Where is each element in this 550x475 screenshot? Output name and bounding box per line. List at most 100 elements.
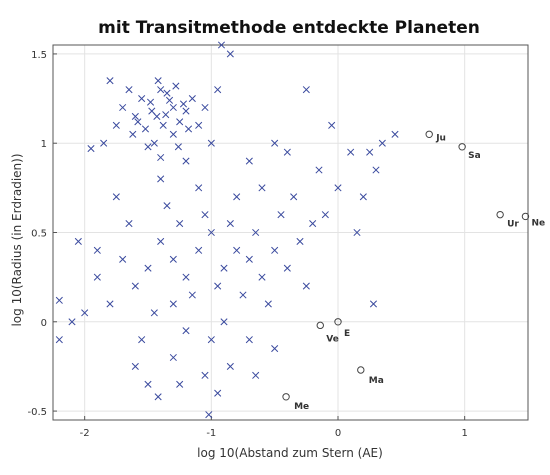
data-point-x-marker — [112, 193, 120, 201]
data-point-x-marker — [169, 255, 177, 263]
x-tick-label: -1 — [206, 428, 216, 439]
data-point-x-marker — [366, 148, 374, 156]
data-point-x-marker — [163, 89, 171, 97]
data-point-x-marker — [226, 220, 234, 228]
data-point-x-marker — [169, 353, 177, 362]
data-point-x-marker — [217, 41, 226, 49]
data-point-x-marker — [214, 86, 222, 94]
data-point-x-marker — [93, 273, 101, 281]
y-tick-label: 0.5 — [31, 229, 47, 240]
data-point-x-marker — [315, 166, 323, 174]
data-point-x-marker — [176, 220, 184, 228]
data-point-x-marker — [220, 264, 228, 272]
data-point-x-marker — [296, 237, 304, 245]
data-point-x-marker — [353, 228, 361, 237]
data-point-x-marker — [245, 157, 253, 165]
data-point-x-marker — [131, 282, 139, 290]
data-point-x-marker — [182, 327, 190, 335]
data-point-x-marker — [81, 309, 89, 317]
data-point-x-marker — [207, 336, 215, 344]
data-point-x-marker — [119, 255, 127, 263]
planet-marker — [334, 318, 342, 326]
y-axis-label: log 10(Radius (in Erdradien)) — [10, 153, 24, 326]
data-point-x-marker — [106, 77, 114, 85]
data-point-x-marker — [169, 130, 177, 138]
data-point-x-marker — [150, 309, 158, 317]
data-point-x-marker — [245, 336, 253, 344]
data-point-x-marker — [271, 345, 279, 353]
data-point-x-marker — [283, 148, 291, 156]
plot-area: -2 -1 0 1 -0.5 0 0.5 1 1.5 Me Ve E Ma Ju Sa Ur Ne — [27, 41, 545, 439]
data-point-x-marker — [148, 107, 156, 115]
data-point-x-marker — [220, 318, 228, 326]
data-point-x-marker — [172, 82, 180, 90]
planet-marker — [521, 212, 530, 221]
data-point-x-marker — [176, 118, 184, 126]
data-point-x-marker — [188, 291, 196, 299]
data-point-x-marker — [309, 220, 317, 228]
data-point-x-marker — [182, 273, 190, 281]
data-point-x-marker — [129, 130, 137, 138]
data-point-x-marker — [119, 103, 127, 112]
data-point-x-marker — [165, 96, 174, 104]
data-point-x-marker — [55, 336, 63, 344]
x-axis-label: log 10(Abstand zum Stern (AE) — [197, 446, 383, 460]
planet-label: Ur — [507, 220, 519, 230]
planet-label: Ne — [531, 218, 545, 228]
data-point-x-marker — [174, 143, 182, 151]
x-tick-label: 1 — [461, 428, 467, 439]
planet-marker — [458, 143, 466, 151]
data-point-x-marker — [157, 237, 165, 245]
data-point-x-marker — [188, 95, 196, 103]
y-tick-label: 0 — [41, 318, 47, 329]
data-point-x-marker — [283, 264, 291, 272]
data-point-x-marker — [146, 98, 155, 106]
data-point-x-marker — [157, 86, 165, 94]
data-point-x-marker — [369, 300, 378, 308]
data-point-x-marker — [182, 157, 190, 165]
data-point-x-marker — [157, 175, 165, 183]
data-point-x-marker — [302, 282, 310, 290]
data-point-x-marker — [271, 139, 279, 147]
data-point-x-marker — [226, 50, 234, 58]
data-point-x-marker — [93, 246, 101, 254]
data-point-x-marker — [226, 362, 234, 370]
data-point-x-marker — [144, 264, 152, 272]
data-point-x-marker — [55, 296, 63, 304]
data-point-x-marker — [328, 121, 336, 129]
data-point-x-marker — [141, 125, 150, 133]
data-point-x-marker — [264, 300, 272, 308]
data-point-x-marker — [87, 145, 95, 153]
data-point-x-marker — [195, 246, 203, 254]
data-point-x-marker — [138, 95, 146, 103]
data-point-x-marker — [131, 112, 139, 120]
data-point-x-marker — [214, 282, 222, 290]
data-point-x-marker — [106, 300, 114, 308]
data-point-x-marker — [302, 86, 310, 94]
data-point-x-marker — [144, 380, 152, 388]
planet-label: Ve — [326, 334, 339, 344]
data-point-x-marker — [214, 389, 222, 397]
data-point-x-marker — [163, 202, 171, 210]
data-point-x-marker — [157, 153, 165, 162]
planet-label: Me — [294, 402, 309, 412]
planet-marker — [282, 393, 290, 401]
data-point-x-marker — [372, 166, 380, 174]
data-point-x-marker — [233, 246, 241, 254]
data-point-x-marker — [233, 193, 241, 201]
data-point-x-marker — [150, 139, 158, 147]
data-point-x-marker — [245, 255, 253, 263]
data-point-x-marker — [179, 100, 188, 108]
data-point-x-marker — [201, 371, 209, 379]
data-point-x-marker — [138, 336, 146, 344]
y-tick-label: 1.5 — [31, 50, 47, 61]
data-point-x-marker — [125, 86, 133, 94]
data-point-x-marker — [258, 184, 266, 192]
data-point-x-marker — [252, 228, 260, 237]
planet-marker — [316, 321, 324, 330]
data-point-x-marker — [182, 107, 190, 115]
planet-label: Ju — [435, 133, 446, 143]
data-point-x-marker — [321, 211, 329, 219]
data-point-x-marker — [184, 125, 193, 133]
